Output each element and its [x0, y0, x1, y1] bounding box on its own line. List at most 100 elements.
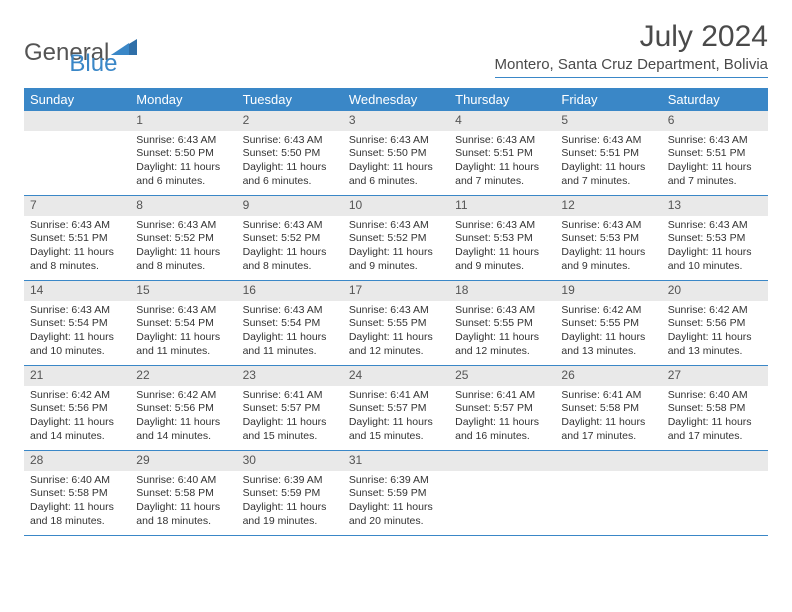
calendar-cell [24, 111, 130, 195]
calendar-row: 1Sunrise: 6:43 AMSunset: 5:50 PMDaylight… [24, 111, 768, 196]
location-text: Montero, Santa Cruz Department, Bolivia [495, 56, 768, 78]
day-number: 14 [24, 281, 130, 301]
daylight-line: Daylight: 11 hours and 6 minutes. [349, 161, 443, 188]
daylight-line: Daylight: 11 hours and 7 minutes. [561, 161, 655, 188]
day-number: 29 [130, 451, 236, 471]
calendar-cell: 15Sunrise: 6:43 AMSunset: 5:54 PMDayligh… [130, 281, 236, 365]
sunset-line: Sunset: 5:56 PM [30, 402, 124, 416]
calendar-cell: 24Sunrise: 6:41 AMSunset: 5:57 PMDayligh… [343, 366, 449, 450]
calendar-cell: 14Sunrise: 6:43 AMSunset: 5:54 PMDayligh… [24, 281, 130, 365]
sunrise-line: Sunrise: 6:43 AM [349, 304, 443, 318]
sunset-line: Sunset: 5:54 PM [136, 317, 230, 331]
daylight-line: Daylight: 11 hours and 18 minutes. [136, 501, 230, 528]
calendar-cell: 10Sunrise: 6:43 AMSunset: 5:52 PMDayligh… [343, 196, 449, 280]
sunrise-line: Sunrise: 6:43 AM [136, 304, 230, 318]
day-details: Sunrise: 6:41 AMSunset: 5:57 PMDaylight:… [449, 386, 555, 448]
sunrise-line: Sunrise: 6:42 AM [30, 389, 124, 403]
sunset-line: Sunset: 5:55 PM [455, 317, 549, 331]
day-number: 1 [130, 111, 236, 131]
sunrise-line: Sunrise: 6:40 AM [668, 389, 762, 403]
calendar-cell: 19Sunrise: 6:42 AMSunset: 5:55 PMDayligh… [555, 281, 661, 365]
brand-logo: General Blue [24, 28, 117, 78]
calendar-cell: 28Sunrise: 6:40 AMSunset: 5:58 PMDayligh… [24, 451, 130, 535]
sunset-line: Sunset: 5:58 PM [136, 487, 230, 501]
day-details: Sunrise: 6:41 AMSunset: 5:57 PMDaylight:… [237, 386, 343, 448]
calendar-row: 21Sunrise: 6:42 AMSunset: 5:56 PMDayligh… [24, 366, 768, 451]
day-number: 9 [237, 196, 343, 216]
calendar-cell: 11Sunrise: 6:43 AMSunset: 5:53 PMDayligh… [449, 196, 555, 280]
calendar-cell: 30Sunrise: 6:39 AMSunset: 5:59 PMDayligh… [237, 451, 343, 535]
sunrise-line: Sunrise: 6:43 AM [561, 134, 655, 148]
sunset-line: Sunset: 5:59 PM [243, 487, 337, 501]
sunrise-line: Sunrise: 6:41 AM [561, 389, 655, 403]
daylight-line: Daylight: 11 hours and 8 minutes. [30, 246, 124, 273]
sunset-line: Sunset: 5:53 PM [455, 232, 549, 246]
calendar-cell: 2Sunrise: 6:43 AMSunset: 5:50 PMDaylight… [237, 111, 343, 195]
day-number: 5 [555, 111, 661, 131]
sunset-line: Sunset: 5:58 PM [668, 402, 762, 416]
daylight-line: Daylight: 11 hours and 13 minutes. [668, 331, 762, 358]
daylight-line: Daylight: 11 hours and 8 minutes. [243, 246, 337, 273]
calendar-cell: 23Sunrise: 6:41 AMSunset: 5:57 PMDayligh… [237, 366, 343, 450]
sunrise-line: Sunrise: 6:43 AM [243, 219, 337, 233]
daylight-line: Daylight: 11 hours and 12 minutes. [349, 331, 443, 358]
calendar-cell: 12Sunrise: 6:43 AMSunset: 5:53 PMDayligh… [555, 196, 661, 280]
sunrise-line: Sunrise: 6:41 AM [349, 389, 443, 403]
sunrise-line: Sunrise: 6:43 AM [349, 219, 443, 233]
brand-part2: Blue [69, 50, 117, 78]
day-number: 31 [343, 451, 449, 471]
day-number: 30 [237, 451, 343, 471]
calendar-row: 28Sunrise: 6:40 AMSunset: 5:58 PMDayligh… [24, 451, 768, 536]
calendar-cell: 17Sunrise: 6:43 AMSunset: 5:55 PMDayligh… [343, 281, 449, 365]
sunrise-line: Sunrise: 6:41 AM [243, 389, 337, 403]
weekday-header-row: SundayMondayTuesdayWednesdayThursdayFrid… [24, 88, 768, 111]
day-details: Sunrise: 6:43 AMSunset: 5:50 PMDaylight:… [343, 131, 449, 193]
day-details: Sunrise: 6:43 AMSunset: 5:50 PMDaylight:… [130, 131, 236, 193]
calendar-cell: 5Sunrise: 6:43 AMSunset: 5:51 PMDaylight… [555, 111, 661, 195]
sunset-line: Sunset: 5:54 PM [243, 317, 337, 331]
day-number: 25 [449, 366, 555, 386]
calendar-row: 7Sunrise: 6:43 AMSunset: 5:51 PMDaylight… [24, 196, 768, 281]
day-number: 28 [24, 451, 130, 471]
day-details: Sunrise: 6:41 AMSunset: 5:58 PMDaylight:… [555, 386, 661, 448]
calendar-row: 14Sunrise: 6:43 AMSunset: 5:54 PMDayligh… [24, 281, 768, 366]
day-number: 4 [449, 111, 555, 131]
weekday-header-cell: Thursday [449, 88, 555, 111]
day-number [449, 451, 555, 471]
day-details: Sunrise: 6:43 AMSunset: 5:55 PMDaylight:… [449, 301, 555, 363]
day-number: 2 [237, 111, 343, 131]
day-number: 22 [130, 366, 236, 386]
calendar-body: 1Sunrise: 6:43 AMSunset: 5:50 PMDaylight… [24, 111, 768, 536]
day-details: Sunrise: 6:42 AMSunset: 5:56 PMDaylight:… [130, 386, 236, 448]
day-number: 18 [449, 281, 555, 301]
day-number: 20 [662, 281, 768, 301]
day-details: Sunrise: 6:43 AMSunset: 5:51 PMDaylight:… [662, 131, 768, 193]
day-number: 26 [555, 366, 661, 386]
header: General Blue July 2024 Montero, Santa Cr… [24, 20, 768, 78]
day-details: Sunrise: 6:40 AMSunset: 5:58 PMDaylight:… [24, 471, 130, 533]
sunset-line: Sunset: 5:53 PM [561, 232, 655, 246]
sunrise-line: Sunrise: 6:43 AM [349, 134, 443, 148]
day-details: Sunrise: 6:43 AMSunset: 5:52 PMDaylight:… [343, 216, 449, 278]
day-details: Sunrise: 6:43 AMSunset: 5:55 PMDaylight:… [343, 301, 449, 363]
sunrise-line: Sunrise: 6:43 AM [561, 219, 655, 233]
calendar-cell: 22Sunrise: 6:42 AMSunset: 5:56 PMDayligh… [130, 366, 236, 450]
weekday-header-cell: Monday [130, 88, 236, 111]
day-number: 8 [130, 196, 236, 216]
day-number: 15 [130, 281, 236, 301]
day-number: 19 [555, 281, 661, 301]
calendar-page: General Blue July 2024 Montero, Santa Cr… [0, 0, 792, 546]
day-details: Sunrise: 6:39 AMSunset: 5:59 PMDaylight:… [343, 471, 449, 533]
calendar-cell: 25Sunrise: 6:41 AMSunset: 5:57 PMDayligh… [449, 366, 555, 450]
daylight-line: Daylight: 11 hours and 7 minutes. [668, 161, 762, 188]
day-details: Sunrise: 6:43 AMSunset: 5:51 PMDaylight:… [449, 131, 555, 193]
sunrise-line: Sunrise: 6:40 AM [136, 474, 230, 488]
day-number: 21 [24, 366, 130, 386]
sunrise-line: Sunrise: 6:43 AM [30, 304, 124, 318]
daylight-line: Daylight: 11 hours and 15 minutes. [243, 416, 337, 443]
day-details: Sunrise: 6:43 AMSunset: 5:52 PMDaylight:… [237, 216, 343, 278]
day-details: Sunrise: 6:43 AMSunset: 5:50 PMDaylight:… [237, 131, 343, 193]
daylight-line: Daylight: 11 hours and 15 minutes. [349, 416, 443, 443]
sunset-line: Sunset: 5:50 PM [349, 147, 443, 161]
day-details: Sunrise: 6:43 AMSunset: 5:53 PMDaylight:… [555, 216, 661, 278]
